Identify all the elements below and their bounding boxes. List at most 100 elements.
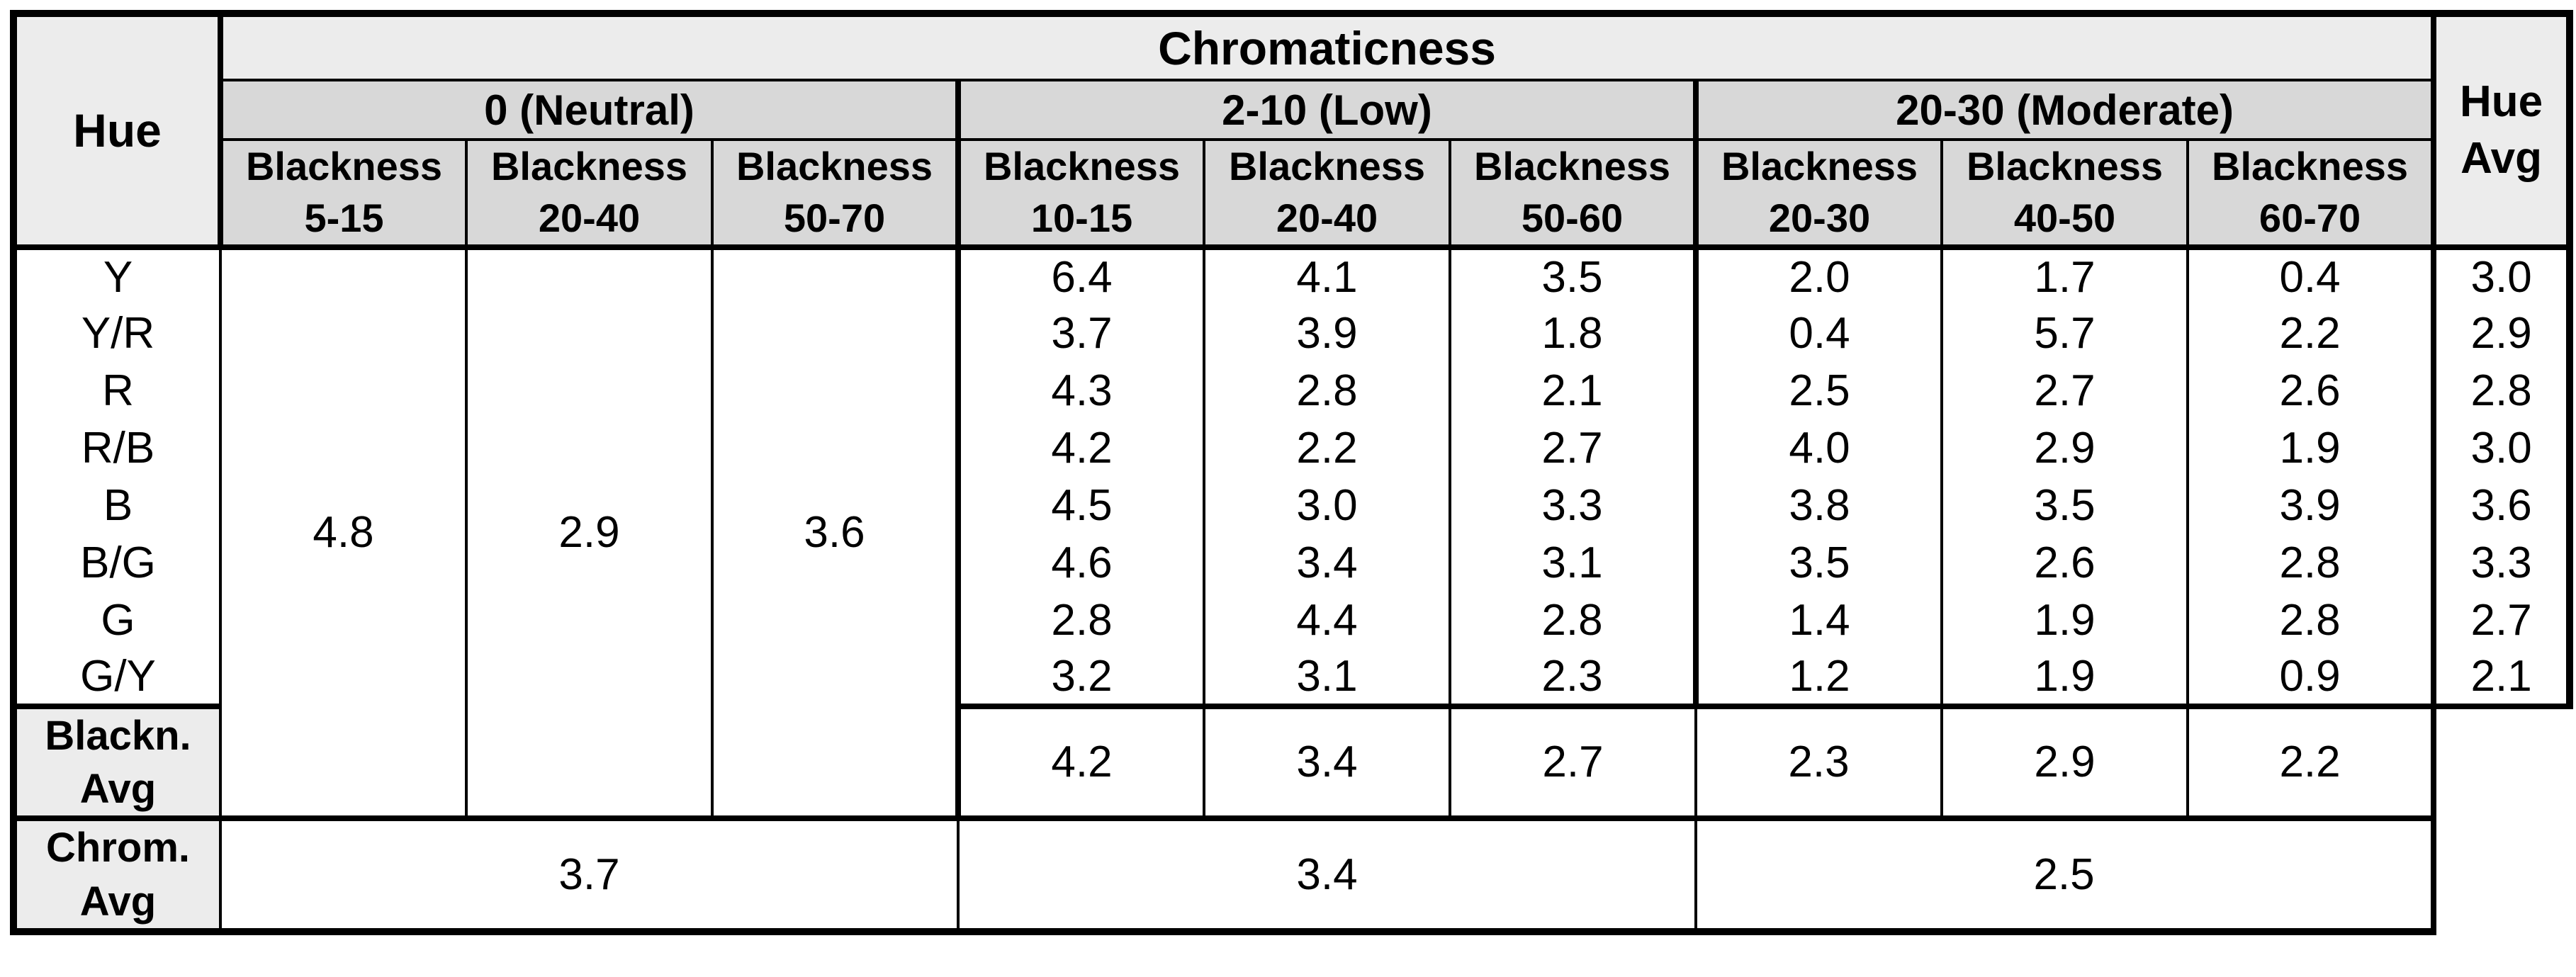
data-row-G: G 2.8 4.4 2.8 1.4 1.9 2.8 2.7 (10, 591, 2574, 649)
data-cell: 3.7 (955, 304, 1205, 362)
blackness-avg-label-line1: Blackn. (45, 712, 191, 759)
col-header-range: 20-40 (538, 195, 641, 240)
data-cell: 3.9 (1203, 304, 1451, 362)
hue-row-label: G (10, 591, 222, 649)
chromaticness-avg-label-line2: Avg (79, 878, 157, 925)
col-header-range: 20-40 (1276, 195, 1378, 240)
data-cell: 4.4 (1203, 591, 1451, 649)
col-header-blackness-20-30: Blackness 20-30 (1693, 138, 1943, 250)
hue-row-label: Y (10, 244, 222, 305)
hue-avg-cell: 2.9 (2431, 304, 2574, 362)
chromaticness-avg-cell-neutral: 3.7 (219, 815, 960, 936)
data-cell: 2.6 (2186, 361, 2437, 419)
data-cell: 2.8 (955, 591, 1205, 649)
col-header-word: Blackness (736, 144, 933, 188)
col-header-word: Blackness (2212, 144, 2409, 188)
blackness-avg-cell: 2.7 (1449, 703, 1697, 822)
neutral-merged-cell-5-15: 4.8 (219, 244, 468, 822)
data-cell: 3.5 (1940, 476, 2189, 534)
data-cell: 2.8 (1449, 591, 1697, 649)
data-cell: 4.1 (1203, 244, 1451, 305)
data-cell: 1.9 (2186, 419, 2437, 477)
chromaticness-avg-label-line1: Chrom. (46, 825, 190, 871)
col-header-blackness-10-15: Blackness 10-15 (955, 138, 1205, 250)
data-cell: 2.3 (1449, 648, 1697, 709)
data-cell: 3.0 (1203, 476, 1451, 534)
col-header-range: 50-70 (783, 195, 886, 240)
data-cell: 2.9 (1940, 419, 2189, 477)
hue-avg-cell: 3.6 (2431, 476, 2574, 534)
empty-corner-region (2431, 818, 2570, 932)
data-cell: 2.0 (1693, 244, 1943, 305)
hue-avg-cell: 3.0 (2431, 244, 2574, 305)
blackness-avg-label-line2: Avg (79, 765, 157, 812)
data-row-YR: Y/R 3.7 3.9 1.8 0.4 5.7 2.2 2.9 (10, 304, 2574, 362)
hue-avg-header: Hue Avg (2431, 10, 2574, 250)
col-header-blackness-60-70: Blackness 60-70 (2186, 138, 2437, 250)
data-cell: 1.4 (1693, 591, 1943, 649)
data-cell: 3.8 (1693, 476, 1943, 534)
col-header-range: 10-15 (1030, 195, 1133, 240)
data-cell: 2.6 (1940, 533, 2189, 592)
hue-avg-header-line1: Hue (2460, 77, 2543, 126)
blackness-avg-label: Blackn. Avg (10, 703, 222, 822)
col-header-blackness-40-50: Blackness 40-50 (1940, 138, 2189, 250)
data-cell: 2.8 (1203, 361, 1451, 419)
col-header-word: Blackness (1473, 144, 1671, 188)
data-cell: 0.9 (2186, 648, 2437, 709)
data-row-BG: B/G 4.6 3.4 3.1 3.5 2.6 2.8 3.3 (10, 533, 2574, 592)
hue-row-label: G/Y (10, 648, 222, 709)
neutral-merged-cell-50-70: 3.6 (711, 244, 961, 822)
hue-row-label: R (10, 361, 222, 419)
col-header-range: 20-30 (1768, 195, 1871, 240)
empty-corner-region (2431, 706, 2570, 819)
data-cell: 2.8 (2186, 533, 2437, 592)
data-row-B: B 4.5 3.0 3.3 3.8 3.5 3.9 3.6 (10, 476, 2574, 534)
header-row-blackness: Blackness 5-15 Blackness 20-40 Blackness… (13, 138, 2570, 250)
neutral-merged-cell-20-40: 2.9 (465, 244, 714, 822)
col-header-blackness-50-70: Blackness 50-70 (711, 138, 960, 250)
col-header-word: Blackness (490, 144, 688, 188)
hue-avg-cell: 2.7 (2431, 591, 2574, 649)
col-header-word: Blackness (1228, 144, 1426, 188)
data-cell: 4.0 (1693, 419, 1943, 477)
data-row-RB: R/B 4.2 2.2 2.7 4.0 2.9 1.9 3.0 (10, 419, 2574, 477)
section-header-neutral: 0 (Neutral) (219, 79, 960, 141)
chromaticness-title: Chromaticness (218, 10, 2436, 81)
col-header-range: 50-60 (1521, 195, 1624, 240)
data-cell: 1.2 (1693, 648, 1943, 709)
blackness-avg-cell: 3.4 (1203, 703, 1451, 822)
data-row-GY: G/Y 3.2 3.1 2.3 1.2 1.9 0.9 2.1 (10, 648, 2574, 709)
hue-avg-cell: 3.0 (2431, 419, 2574, 477)
section-header-low: 2-10 (Low) (955, 79, 1697, 141)
hue-row-label: B (10, 476, 222, 534)
hue-avg-cell: 3.3 (2431, 533, 2574, 592)
data-cell: 3.1 (1203, 648, 1451, 709)
hue-row-label: R/B (10, 419, 222, 477)
chromaticness-blackness-table: Hue Chromaticness Hue Avg 0 (Neutral) 2-… (10, 10, 2574, 936)
data-cell: 2.5 (1693, 361, 1943, 419)
header-row-sections: 0 (Neutral) 2-10 (Low) 20-30 (Moderate) (13, 79, 2570, 141)
data-cell: 3.4 (1203, 533, 1451, 592)
col-header-word: Blackness (983, 144, 1181, 188)
col-header-blackness-20-40-low: Blackness 20-40 (1203, 138, 1451, 250)
data-cell: 4.2 (955, 419, 1205, 477)
data-cell: 1.7 (1940, 244, 2189, 305)
hue-corner-header: Hue (10, 10, 223, 250)
blackness-avg-cell: 2.3 (1694, 703, 1943, 822)
blackness-avg-cell: 2.2 (2186, 703, 2437, 822)
data-cell: 6.4 (955, 244, 1205, 305)
col-header-range: 60-70 (2259, 195, 2361, 240)
data-cell: 3.3 (1449, 476, 1697, 534)
data-cell: 2.7 (1449, 419, 1697, 477)
data-cell: 3.1 (1449, 533, 1697, 592)
data-cell: 4.6 (955, 533, 1205, 592)
col-header-word: Blackness (1721, 144, 1918, 188)
data-cell: 0.4 (1693, 304, 1943, 362)
data-cell: 0.4 (2186, 244, 2437, 305)
data-cell: 3.2 (955, 648, 1205, 709)
col-header-range: 5-15 (304, 195, 384, 240)
col-header-word: Blackness (1966, 144, 2164, 188)
col-header-blackness-50-60: Blackness 50-60 (1449, 138, 1697, 250)
